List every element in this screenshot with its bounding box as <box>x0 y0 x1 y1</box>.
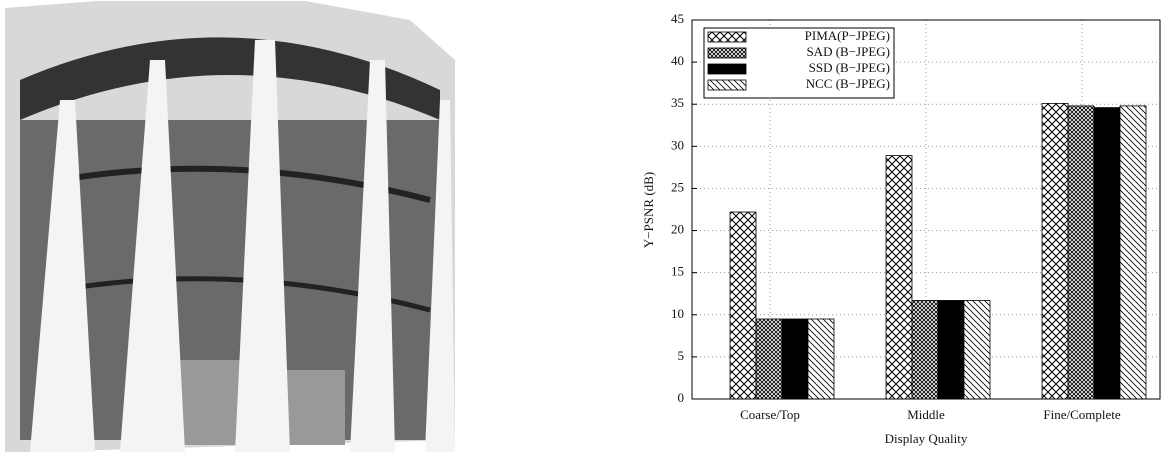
bar <box>964 300 990 399</box>
y-tick-label: 45 <box>671 11 684 26</box>
figure: Y−PSNR (dB) Display Quality 0 5 10 15 20 25 30… <box>0 0 1168 455</box>
y-tick-label: 15 <box>671 264 684 279</box>
bar <box>730 212 756 399</box>
legend-label: SAD (B−JPEG) <box>806 44 890 59</box>
bar <box>938 300 964 399</box>
x-tick-label: Middle <box>907 407 945 422</box>
y-tick-label: 20 <box>671 222 684 237</box>
x-tick-label: Fine/Complete <box>1043 407 1121 422</box>
legend-label: NCC (B−JPEG) <box>806 76 890 91</box>
building-photo <box>0 0 457 455</box>
bar <box>1094 108 1120 399</box>
bar <box>912 300 938 399</box>
y-tick-label: 10 <box>671 306 684 321</box>
bar <box>886 156 912 399</box>
bar <box>808 319 834 399</box>
bar <box>1068 106 1094 399</box>
legend-swatch <box>708 48 746 58</box>
y-axis-label: Y−PSNR (dB) <box>641 172 656 248</box>
x-axis-label: Display Quality <box>885 431 968 446</box>
legend-swatch <box>708 32 746 42</box>
bar <box>1120 106 1146 399</box>
y-tick-label: 40 <box>671 53 684 68</box>
y-tick-label: 30 <box>671 137 684 152</box>
x-tick-label: Coarse/Top <box>740 407 800 422</box>
bar <box>1042 103 1068 399</box>
bar <box>756 319 782 399</box>
legend-label: PIMA(P−JPEG) <box>805 28 890 43</box>
y-tick-label: 25 <box>671 179 684 194</box>
legend-swatch <box>708 64 746 74</box>
page: {"chart_data": {"type": "bar", "x_label"… <box>0 0 1168 455</box>
bar <box>782 319 808 399</box>
y-tick-label: 0 <box>678 390 685 405</box>
y-tick-label: 35 <box>671 95 684 110</box>
legend-swatch <box>708 80 746 90</box>
legend-label: SSD (B−JPEG) <box>809 60 890 75</box>
y-tick-label: 5 <box>678 348 685 363</box>
